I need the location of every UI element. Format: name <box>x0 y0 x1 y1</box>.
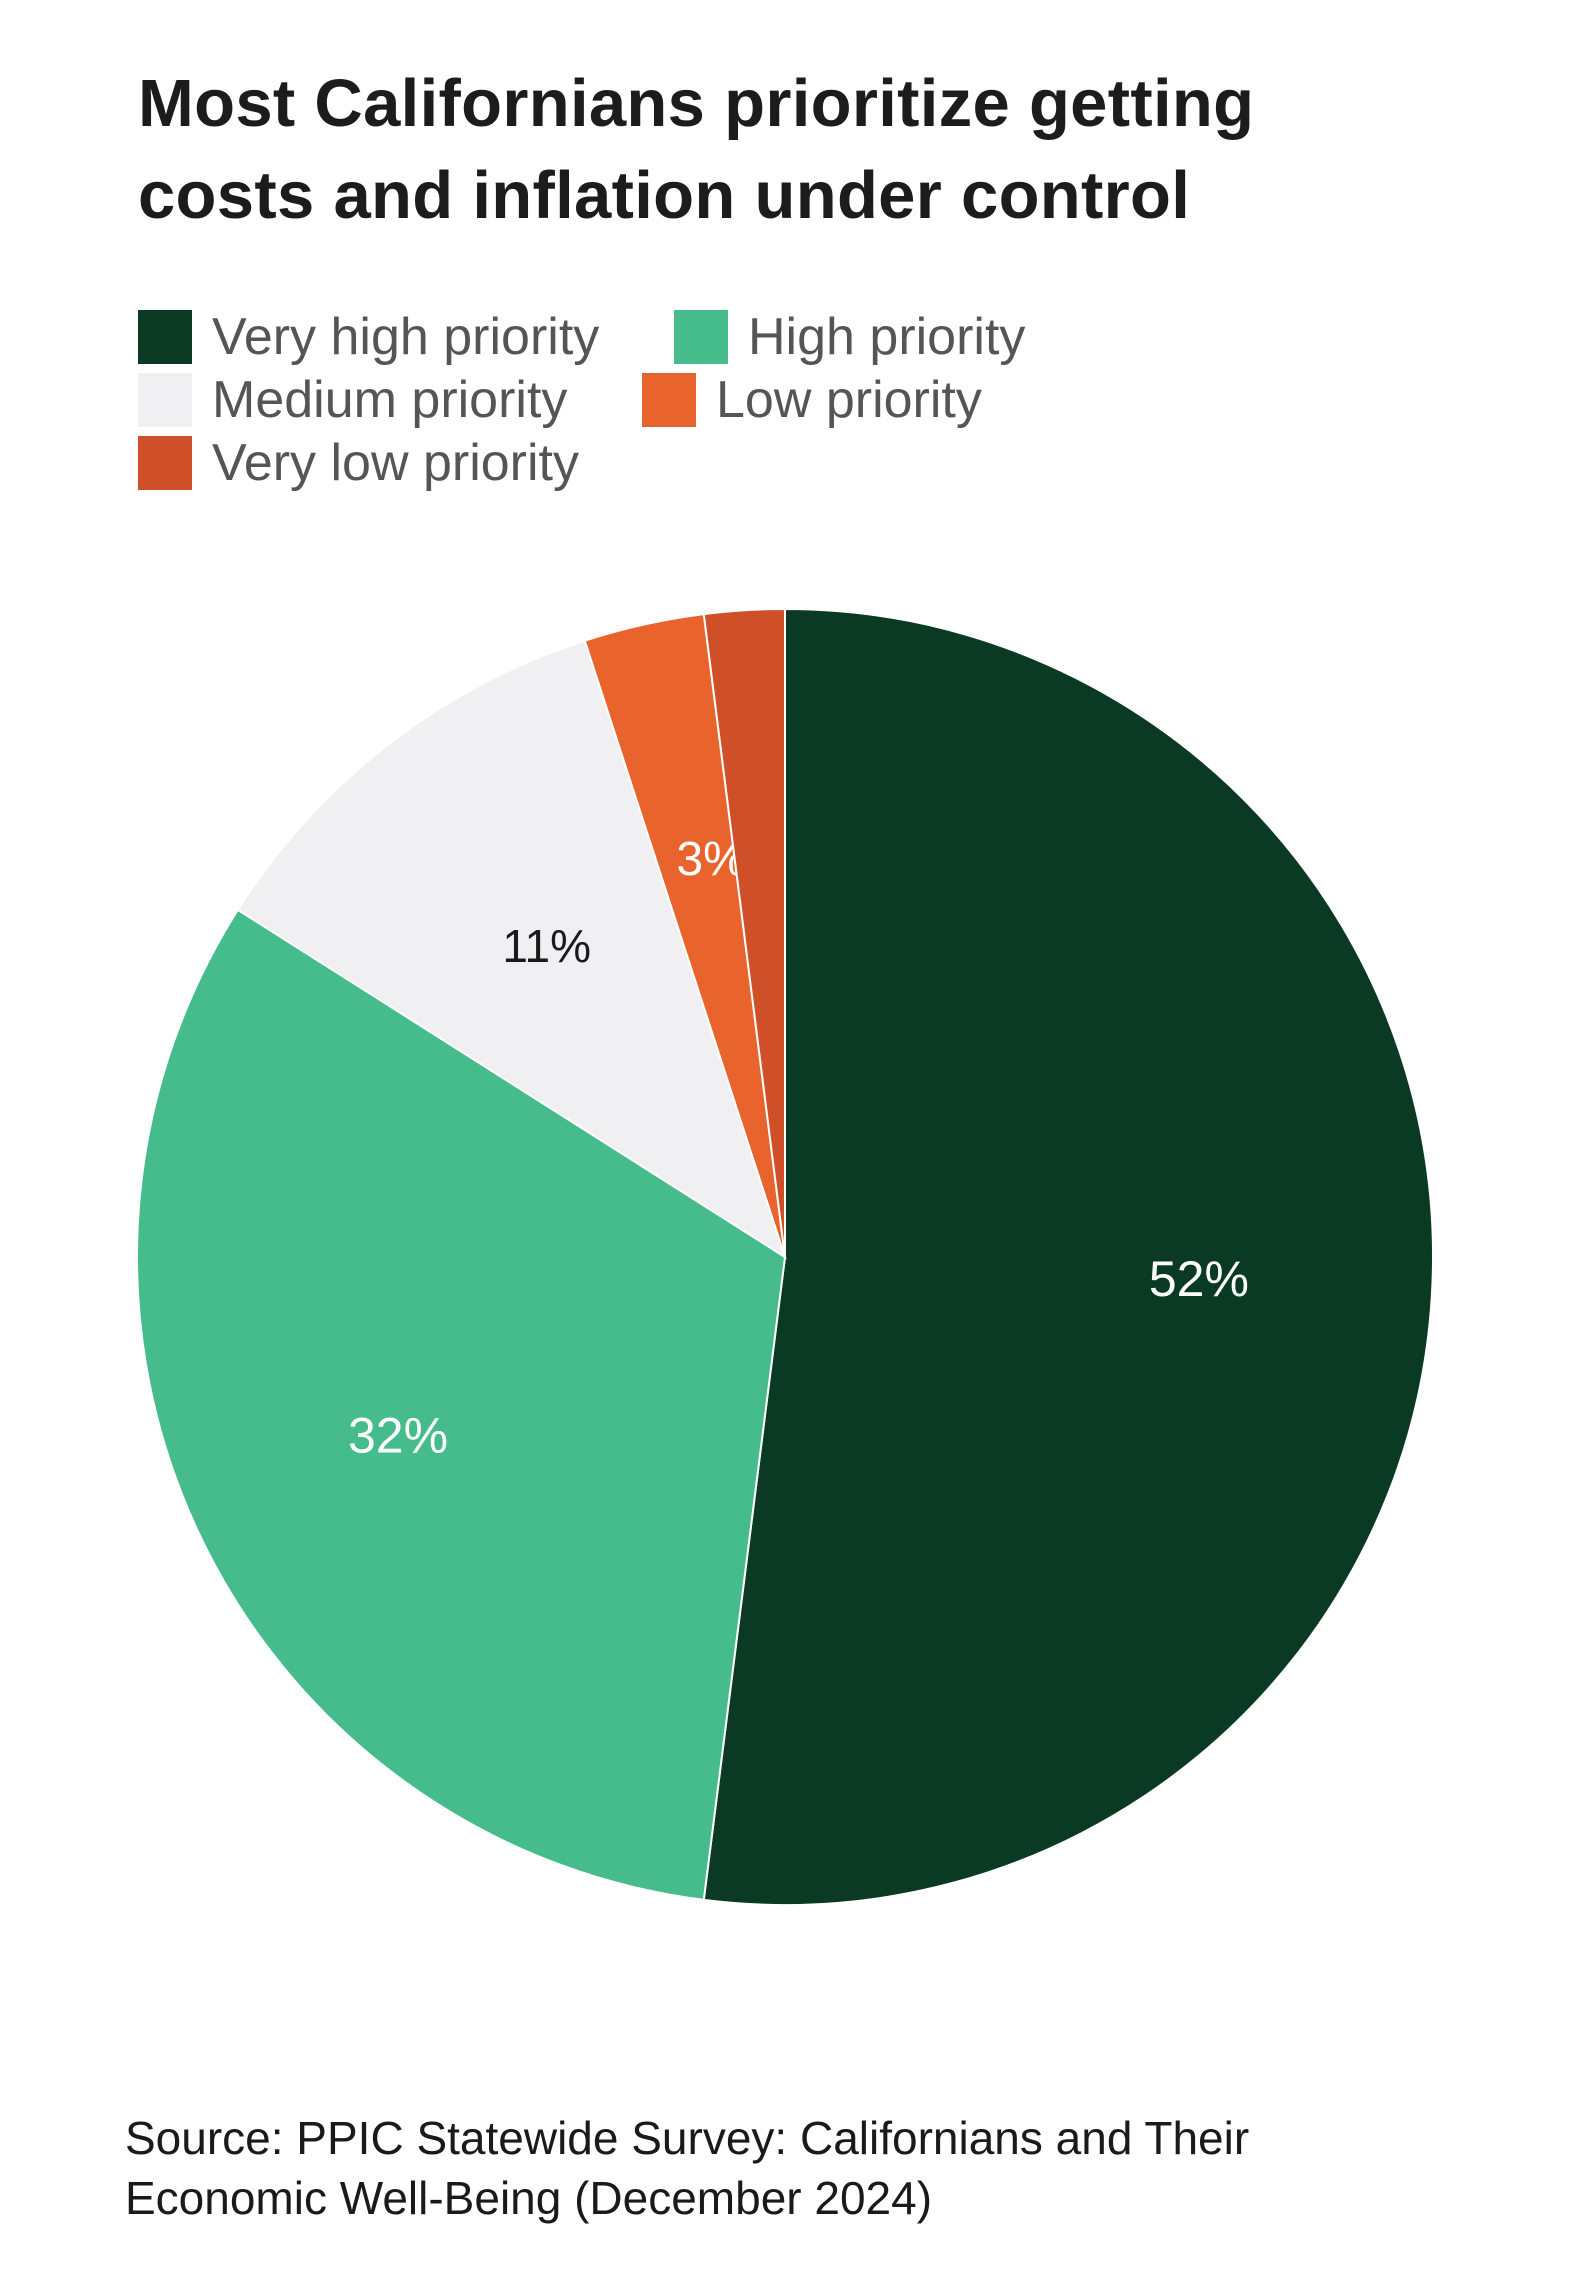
legend-item-very-low: Very low priority <box>138 432 579 494</box>
legend-item-medium: Medium priority <box>138 369 567 431</box>
legend-label-very-high: Very high priority <box>212 308 600 366</box>
legend-swatch-medium <box>138 373 192 427</box>
legend-item-very-high: Very high priority <box>138 306 599 368</box>
source-line-2: Economic Well-Being (December 2024) <box>125 2172 933 2224</box>
legend-label-very-low: Very low priority <box>212 434 579 492</box>
pie-chart: 52%32%11%3% <box>136 607 1435 1906</box>
chart-title: Most Californians prioritize getting cos… <box>138 58 1498 242</box>
pie-slice-very-high <box>702 607 1435 1906</box>
legend-item-low: Low priority <box>642 369 982 431</box>
data-label-very-high: 52% <box>1149 1251 1249 1307</box>
legend-label-high: High priority <box>748 308 1026 366</box>
chart-title-line-1: Most Californians prioritize getting <box>138 66 1255 141</box>
legend-swatch-high <box>674 310 728 364</box>
legend-swatch-very-low <box>138 436 192 490</box>
legend-label-medium: Medium priority <box>212 371 568 429</box>
source-note: Source: PPIC Statewide Survey: Californi… <box>125 2108 1249 2228</box>
pie-slice-very-low <box>702 607 786 1258</box>
pie-slice-high <box>136 908 787 1902</box>
pie-slice-medium <box>236 639 787 1260</box>
legend-label-low: Low priority <box>716 371 982 429</box>
legend-swatch-low <box>642 373 696 427</box>
chart-title-line-2: costs and inflation under control <box>138 158 1191 233</box>
data-label-medium: 11% <box>502 920 591 972</box>
legend-swatch-very-high <box>138 310 192 364</box>
data-label-high: 32% <box>348 1407 448 1463</box>
source-line-1: Source: PPIC Statewide Survey: Californi… <box>125 2112 1250 2164</box>
legend-item-high: High priority <box>674 306 1025 368</box>
